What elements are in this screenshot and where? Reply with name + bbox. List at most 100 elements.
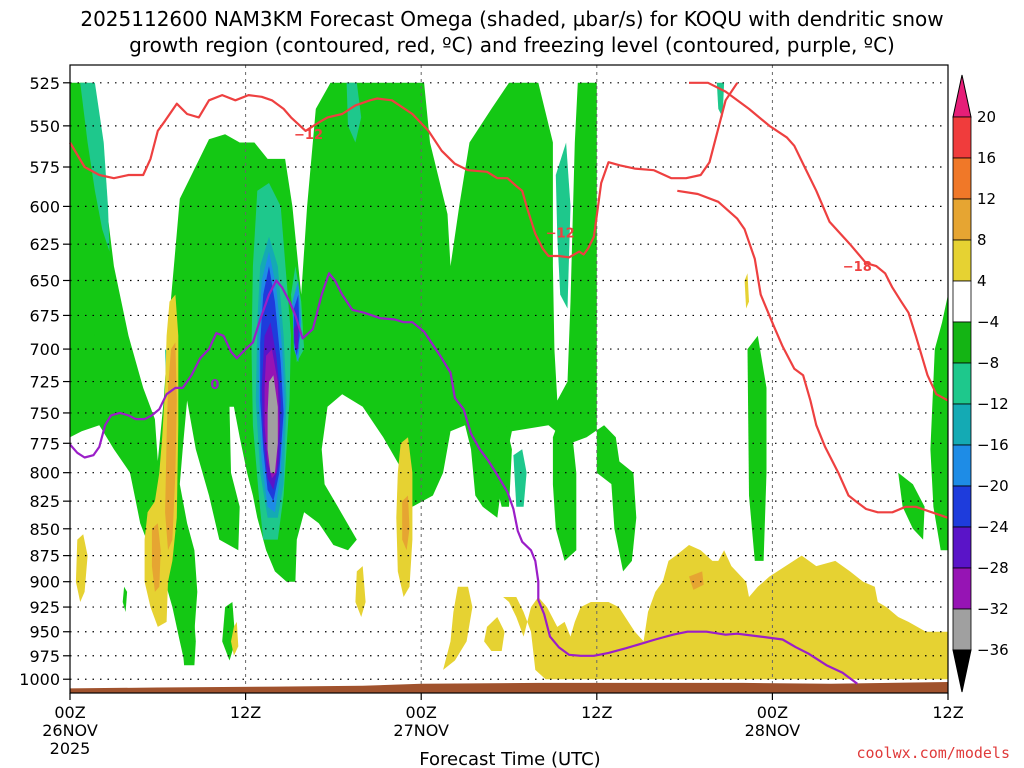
colorbar-tick-10: −24 (977, 518, 1009, 536)
y-tick-label-950: 950 (29, 623, 60, 642)
y-tick-label-675: 675 (29, 306, 60, 325)
x-tick-year-0: 2025 (50, 739, 91, 758)
dendritic-contour-label-0: −12 (294, 128, 323, 143)
plot-frame (69, 64, 949, 694)
dendritic-growth-contours: −12 −12 −18 (69, 81, 949, 519)
colorbar-tick-5: −4 (977, 313, 999, 331)
colorbar-bottom-arrow (952, 649, 972, 693)
colorbar-tick-8: −16 (977, 436, 1009, 454)
colorbar-box-2 (952, 198, 972, 241)
omega-region--12-6 (555, 142, 571, 309)
credit-text: coolwx.com/models (856, 744, 1010, 762)
omega-region-8-1 (402, 495, 410, 551)
colorbar-tick-3: 8 (977, 231, 987, 249)
y-tick-label-800: 800 (29, 464, 60, 483)
colorbar-tick-12: −32 (977, 600, 1009, 618)
y-tick-label-775: 775 (29, 434, 60, 453)
colorbar-tick-9: −20 (977, 477, 1009, 495)
y-tick-label-900: 900 (29, 573, 60, 592)
colorbar-box-8 (952, 444, 972, 487)
omega-region--8-3 (552, 412, 577, 561)
plot-area: −12 −12 −18 0 (69, 64, 949, 694)
dendritic-contour-line-2 (689, 81, 949, 402)
omega-region-4-5 (443, 586, 473, 670)
y-tick-label-1000: 1000 (19, 670, 60, 689)
omega-region--8-10 (122, 586, 128, 612)
colorbar-tick-11: −28 (977, 559, 1009, 577)
y-axis-ticks: 525 550 575 600 625 650 675 700 725 750 775 800 825 8… (19, 74, 70, 689)
colorbar: 20 16 12 8 4 −4 −8 −12 −16 −20 −24 −28 −32 −36 (952, 74, 1009, 693)
freezing-level-contours: 0 (69, 272, 858, 685)
omega-region--12-5 (513, 449, 527, 507)
colorbar-box-11 (952, 567, 972, 610)
omega-region--8-1 (70, 206, 97, 336)
omega-region-4-7 (484, 617, 505, 651)
omega-region--28-1 (293, 322, 299, 350)
y-tick-label-725: 725 (29, 373, 60, 392)
x-tick-label-12: 12Z (230, 703, 261, 722)
x-tick-date-0: 26NOV (42, 721, 98, 740)
y-tick-label-550: 550 (29, 117, 60, 136)
y-tick-label-875: 875 (29, 547, 60, 566)
colorbar-top-arrow (952, 74, 972, 118)
omega-region--8-2 (492, 425, 512, 507)
y-tick-label-650: 650 (29, 271, 60, 290)
x-tick-date-48: 28NOV (745, 721, 801, 740)
y-tick-label-975: 975 (29, 647, 60, 666)
terrain-fill (70, 682, 948, 693)
colorbar-tick-6: −8 (977, 354, 999, 372)
y-tick-label-600: 600 (29, 197, 60, 216)
y-tick-label-525: 525 (29, 74, 60, 93)
dendritic-contour-line-3 (677, 189, 949, 519)
colorbar-tick-7: −12 (977, 395, 1009, 413)
colorbar-tick-4: 4 (977, 272, 987, 290)
colorbar-box-1 (952, 157, 972, 200)
colorbar-tick-0: 20 (977, 108, 996, 126)
omega-region--8-4 (611, 461, 637, 572)
colorbar-box-12 (952, 608, 972, 651)
freezing-contour-label-0: 0 (210, 378, 219, 393)
x-axis-label: Forecast Time (UTC) (419, 749, 600, 768)
x-tick-label-48: 00Z (757, 703, 788, 722)
omega-region-4-8 (744, 273, 749, 309)
x-tick-label-24: 00Z (406, 703, 437, 722)
omega-region-4-3 (355, 566, 366, 617)
omega-region--8-0 (70, 82, 634, 661)
y-tick-label-750: 750 (29, 404, 60, 423)
omega-region--8-5 (747, 335, 767, 561)
omega-region--12-0 (80, 82, 110, 252)
terrain-surface (70, 682, 948, 693)
omega-region-4-4 (231, 621, 239, 656)
y-tick-label-925: 925 (29, 598, 60, 617)
omega-region-4-1 (75, 534, 88, 602)
y-tick-label-625: 625 (29, 235, 60, 254)
omega-region--36-0 (267, 375, 278, 473)
dendritic-contour-label-1: −12 (546, 226, 575, 241)
omega-region-4-6 (503, 545, 948, 680)
omega-region--12-4 (346, 82, 362, 143)
colorbar-tick-1: 16 (977, 149, 996, 167)
omega-region--8-7 (930, 294, 948, 551)
x-tick-label-0: 00Z (54, 703, 85, 722)
y-tick-label-825: 825 (29, 492, 60, 511)
y-tick-label-575: 575 (29, 158, 60, 177)
colorbar-box-3 (952, 239, 972, 282)
dendritic-contour-line-0 (69, 82, 739, 259)
x-tick-date-24: 27NOV (393, 721, 449, 740)
omega-region-8-2 (151, 523, 161, 592)
chart-title-line1: 2025112600 NAM3KM Forecast Omega (shaded… (80, 7, 943, 31)
x-tick-label-36: 12Z (581, 703, 612, 722)
y-tick-label-700: 700 (29, 340, 60, 359)
colorbar-box-0 (952, 116, 972, 159)
y-tick-label-850: 850 (29, 520, 60, 539)
chart-title-line2: growth region (contoured, red, ºC) and f… (129, 33, 895, 57)
colorbar-tick-2: 12 (977, 190, 996, 208)
colorbar-box-7 (952, 403, 972, 446)
colorbar-box-5 (952, 321, 972, 364)
omega-region--8-8 (181, 581, 196, 666)
omega-region-8-3 (689, 571, 704, 590)
omega-shading (70, 82, 948, 680)
colorbar-box-4 (952, 280, 972, 323)
